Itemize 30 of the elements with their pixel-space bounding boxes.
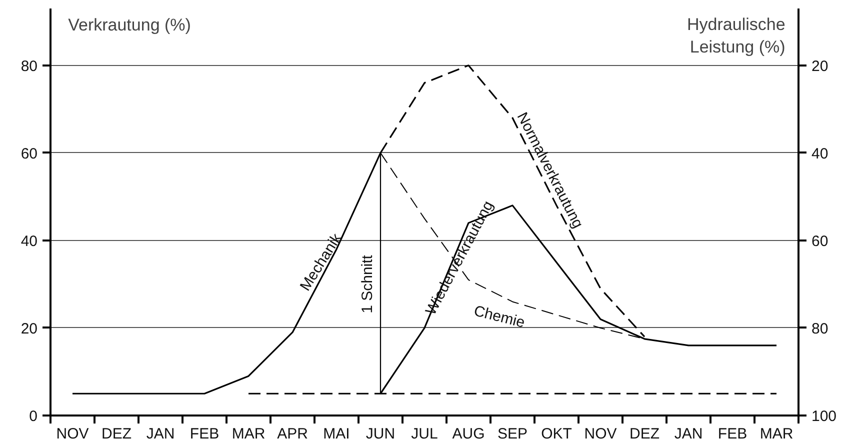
- x-tick-label: JUL: [411, 426, 438, 442]
- x-tick-label: DEZ: [102, 426, 132, 442]
- y2-tick-label: 60: [812, 232, 828, 250]
- y-tick-label: 80: [20, 58, 38, 75]
- y-axis-title: Verkrautung (%): [68, 16, 191, 35]
- text: 1 Schnitt: [358, 254, 376, 314]
- x-tick-label: MAR: [760, 426, 794, 442]
- x-tick-label: JAN: [674, 426, 703, 442]
- x-tick-label: SEP: [497, 426, 528, 442]
- x-tick-label: JUN: [366, 426, 396, 442]
- x-tick-label: AUG: [452, 426, 485, 442]
- y2-tick-label: 100: [812, 408, 837, 425]
- x-tick-label: DEZ: [630, 426, 660, 442]
- x-tick-label: FEB: [718, 426, 748, 442]
- x-tick-label: OKT: [541, 426, 572, 442]
- y-tick-label: 60: [20, 145, 38, 162]
- y2-tick-label: 40: [812, 145, 828, 162]
- y2-axis-title: Hydraulische Leistung (%): [687, 14, 786, 57]
- y-tick-label: 20: [20, 320, 38, 338]
- x-tick-label: JAN: [146, 426, 175, 442]
- x-tick-label: MAI: [323, 426, 350, 442]
- x-tick-label: NOV: [56, 426, 89, 442]
- y2-tick-label: 80: [812, 320, 828, 338]
- x-tick-label: MAR: [232, 426, 266, 442]
- x-tick-label: APR: [277, 426, 308, 442]
- x-tick-label: NOV: [584, 426, 617, 442]
- y-tick-label: 0: [29, 408, 38, 425]
- x-tick-label: FEB: [190, 426, 220, 442]
- y-tick-label: 40: [20, 232, 38, 250]
- y2-tick-label: 20: [812, 58, 828, 75]
